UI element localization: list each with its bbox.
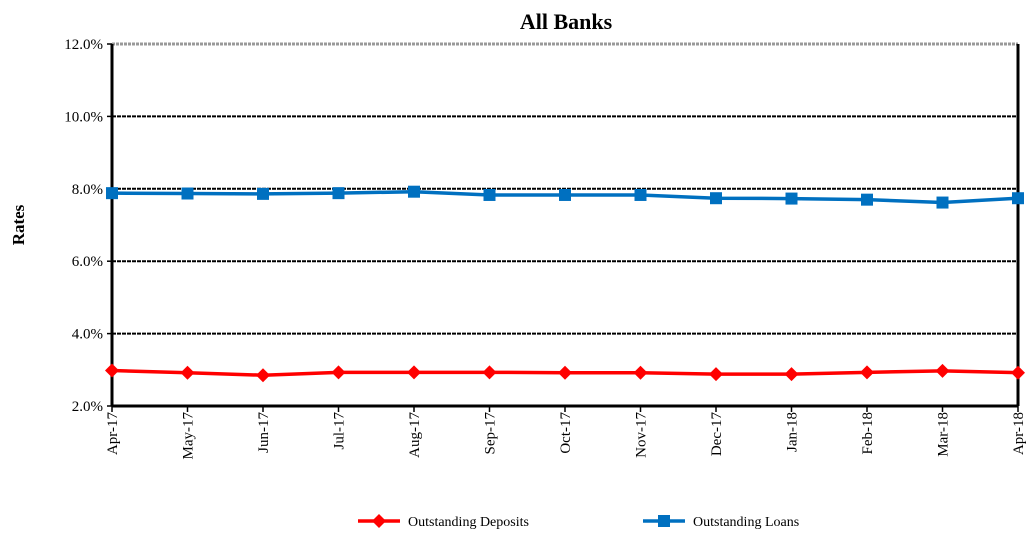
data-point xyxy=(482,365,497,380)
legend-label: Outstanding Loans xyxy=(693,515,799,530)
series-outstanding-deposits xyxy=(105,363,1025,383)
legend-marker xyxy=(372,514,386,528)
data-point xyxy=(936,196,949,209)
data-point xyxy=(181,187,194,200)
chart-title: All Banks xyxy=(520,9,613,34)
data-point xyxy=(106,187,118,200)
x-tick-label: Oct-17 xyxy=(558,412,574,454)
data-point xyxy=(1011,365,1025,380)
data-point xyxy=(709,367,723,382)
x-tick-label: Dec-17 xyxy=(709,412,725,457)
x-tick-label: Sep-17 xyxy=(483,412,499,455)
y-tick-label: 10.0% xyxy=(64,109,103,125)
data-point xyxy=(483,188,496,201)
data-point xyxy=(332,187,345,200)
data-point xyxy=(331,365,346,380)
x-tick-label: Aug-17 xyxy=(407,412,423,458)
x-tick-label: Mar-18 xyxy=(936,412,952,457)
series-outstanding-loans xyxy=(106,185,1024,209)
data-point xyxy=(559,188,571,201)
data-point xyxy=(634,188,647,201)
x-tick-label: Apr-18 xyxy=(1011,412,1027,455)
y-tick-label: 4.0% xyxy=(72,327,103,343)
data-point xyxy=(257,187,269,200)
data-point xyxy=(407,365,421,380)
x-tick-label: Nov-17 xyxy=(634,412,650,458)
x-tick-label: Jun-17 xyxy=(256,412,272,453)
y-tick-label: 12.0% xyxy=(64,37,103,53)
data-point xyxy=(558,365,572,380)
data-point xyxy=(180,365,195,380)
x-tick-label: May-17 xyxy=(181,412,197,460)
data-point xyxy=(860,365,874,380)
data-point xyxy=(784,367,799,382)
data-point xyxy=(861,193,873,206)
y-tick-label: 2.0% xyxy=(72,399,103,415)
x-tick-label: Apr-17 xyxy=(105,412,121,456)
data-point xyxy=(256,368,270,383)
legend-marker xyxy=(658,515,670,527)
y-tick-label: 8.0% xyxy=(72,182,103,198)
y-tick-label: 6.0% xyxy=(72,254,103,270)
data-point xyxy=(105,363,119,378)
data-point xyxy=(633,365,648,380)
data-point xyxy=(1012,192,1024,205)
x-tick-label: Jan-18 xyxy=(785,412,801,452)
data-point xyxy=(710,192,722,205)
data-point xyxy=(935,363,950,378)
x-tick-label: Jul-17 xyxy=(332,412,348,450)
data-point xyxy=(408,185,420,198)
data-point xyxy=(785,192,798,205)
legend-label: Outstanding Deposits xyxy=(408,515,529,530)
x-tick-label: Feb-18 xyxy=(860,412,876,455)
y-axis-label: Rates xyxy=(9,204,28,245)
